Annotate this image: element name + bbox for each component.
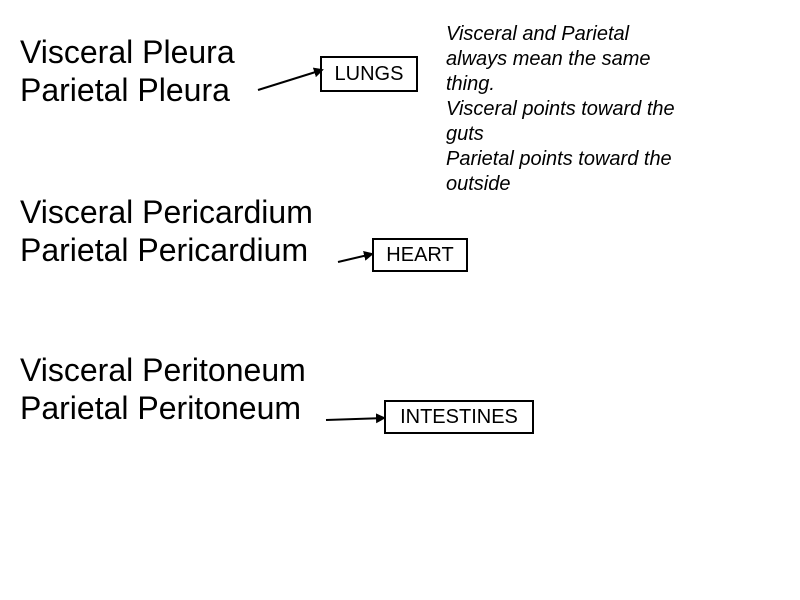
term-parietal-pleura: Parietal Pleura xyxy=(20,72,235,110)
pericardium-to-heart-arrow xyxy=(338,254,372,262)
term-parietal-peritoneum: Parietal Peritoneum xyxy=(20,390,306,428)
pleura-to-lungs-arrow xyxy=(258,70,322,90)
term-visceral-pleura: Visceral Pleura xyxy=(20,34,235,72)
term-parietal-pericardium: Parietal Pericardium xyxy=(20,232,313,270)
diagram-stage: { "canvas": { "width": 800, "height": 60… xyxy=(0,0,800,600)
term-pleura: Visceral Pleura Parietal Pleura xyxy=(20,34,235,110)
label-heart-text: HEART xyxy=(386,244,453,267)
peritoneum-to-intestines-arrow xyxy=(326,418,384,420)
explanation-note: Visceral and Parietalalways mean the sam… xyxy=(446,22,675,197)
label-intestines-text: INTESTINES xyxy=(400,406,518,429)
term-pericardium: Visceral Pericardium Parietal Pericardiu… xyxy=(20,194,313,270)
note-line: always mean the same xyxy=(446,47,675,72)
label-lungs: LUNGS xyxy=(320,56,418,92)
note-line: outside xyxy=(446,172,675,197)
term-visceral-peritoneum: Visceral Peritoneum xyxy=(20,352,306,390)
label-lungs-text: LUNGS xyxy=(335,63,404,86)
note-line: guts xyxy=(446,122,675,147)
label-heart: HEART xyxy=(372,238,468,272)
note-line: thing. xyxy=(446,72,675,97)
term-peritoneum: Visceral Peritoneum Parietal Peritoneum xyxy=(20,352,306,428)
note-line: Parietal points toward the xyxy=(446,147,675,172)
note-line: Visceral and Parietal xyxy=(446,22,675,47)
label-intestines: INTESTINES xyxy=(384,400,534,434)
note-line: Visceral points toward the xyxy=(446,97,675,122)
term-visceral-pericardium: Visceral Pericardium xyxy=(20,194,313,232)
